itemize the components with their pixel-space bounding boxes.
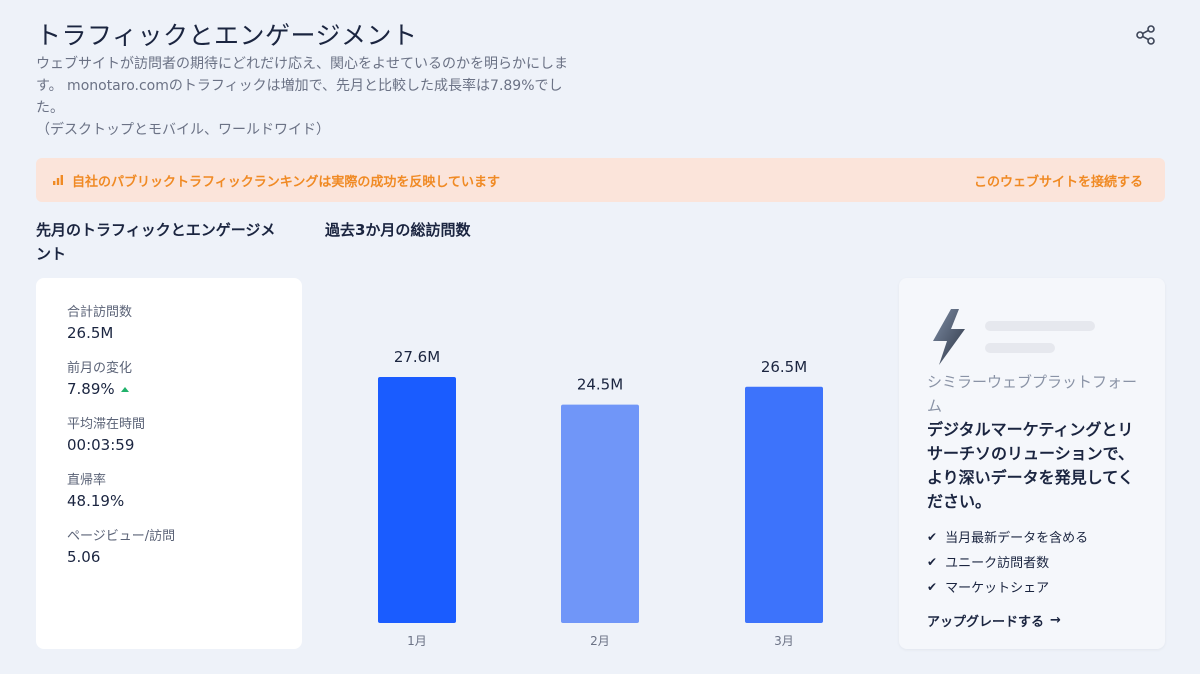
bar-1[interactable] bbox=[378, 377, 456, 623]
stat-value-text: 48.19% bbox=[67, 492, 125, 510]
stat-total-visits: 合計訪問数 26.5M bbox=[67, 304, 271, 345]
stat-month-change: 前月の変化 7.89% bbox=[67, 360, 271, 401]
stat-value: 48.19% bbox=[67, 489, 271, 513]
description-line: ウェブサイトが訪問者の期待にどれだけ応え、関心をよせているのかを明らかにしま bbox=[36, 56, 568, 72]
bar-3[interactable] bbox=[745, 386, 823, 623]
ranking-banner: 自社のパブリックトラフィックランキングは実際の成功を反映しています このウェブサ… bbox=[36, 158, 1165, 202]
description-line: （デスクトップとモバイル、ワールドワイド） bbox=[36, 122, 330, 138]
last-month-section-title: 先月のトラフィックとエンゲージメ ント bbox=[36, 221, 276, 263]
stat-value-text: 00:03:59 bbox=[67, 436, 135, 454]
bar-chart-icon bbox=[53, 175, 63, 185]
stat-value: 26.5M bbox=[67, 321, 271, 345]
feature-item: ✔ 当月最新データを含める bbox=[927, 524, 1137, 549]
page-description: ウェブサイトが訪問者の期待にどれだけ応え、関心をよせているのかを明らかにしま す… bbox=[36, 53, 646, 141]
stat-value-text: 26.5M bbox=[67, 324, 114, 342]
share-icon bbox=[1136, 25, 1155, 45]
share-button[interactable] bbox=[1133, 22, 1159, 48]
x-axis-tick-label: 1月 bbox=[407, 634, 427, 648]
page-title: トラフィックとエンゲージメント bbox=[36, 21, 418, 50]
feature-list: ✔ 当月最新データを含める ✔ ユニーク訪問者数 ✔ マーケットシェア bbox=[927, 524, 1137, 599]
stat-pages-per-visit: ページビュー/訪問 5.06 bbox=[67, 528, 271, 569]
stat-label: 平均滞在時間 bbox=[67, 417, 146, 432]
total-visits-section-title: 過去3か月の総訪問数 bbox=[325, 221, 471, 239]
feature-label: ユニーク訪問者数 bbox=[945, 556, 1050, 571]
promo-headline: デジタルマーケティングとリサーチソのリューションで、より深いデータを発見してくだ… bbox=[927, 420, 1135, 511]
banner-text: 自社のパブリックトラフィックランキングは実際の成功を反映しています bbox=[72, 174, 500, 190]
stats-card: 合計訪問数 26.5M 前月の変化 7.89% 平均滞在時間 00:03:59 … bbox=[36, 278, 302, 649]
stat-bounce-rate: 直帰率 48.19% bbox=[67, 472, 271, 513]
stat-value: 00:03:59 bbox=[67, 433, 271, 457]
feature-item: ✔ ユニーク訪問者数 bbox=[927, 549, 1137, 574]
description-line: た。 bbox=[36, 100, 64, 116]
stat-label: ページビュー/訪問 bbox=[67, 529, 176, 544]
description-line: す。 monotaro.comのトラフィックは増加で、先月と比較した成長率は7.… bbox=[36, 78, 563, 94]
upgrade-promo-card: シミラーウェブプラットフォーム デジタルマーケティングとリサーチソのリューション… bbox=[899, 278, 1165, 649]
stat-label: 直帰率 bbox=[67, 473, 107, 488]
check-icon: ✔ bbox=[927, 554, 938, 569]
visits-bar-chart: 27.6M 1月 24.5M 2月 26.5M 3月 bbox=[378, 348, 823, 648]
bar-value-label: 26.5M bbox=[761, 358, 807, 376]
stat-value-text: 5.06 bbox=[67, 548, 101, 566]
feature-label: マーケットシェア bbox=[945, 581, 1050, 596]
bar-2[interactable] bbox=[561, 404, 639, 623]
check-icon: ✔ bbox=[927, 529, 938, 544]
x-axis-tick-label: 2月 bbox=[590, 634, 610, 648]
promo-brand: シミラーウェブプラットフォーム bbox=[927, 373, 1138, 415]
arrow-right-icon: → bbox=[1050, 613, 1061, 628]
stat-value: 7.89% bbox=[67, 377, 271, 401]
stat-label: 合計訪問数 bbox=[67, 305, 133, 320]
stat-label: 前月の変化 bbox=[67, 361, 133, 376]
x-axis-tick-label: 3月 bbox=[774, 634, 794, 648]
upgrade-label: アップグレードする bbox=[927, 615, 1045, 630]
up-arrow-icon bbox=[120, 386, 129, 392]
connect-website-link[interactable]: このウェブサイトを接続する bbox=[973, 174, 1143, 190]
lightning-logo-icon bbox=[933, 309, 965, 365]
upgrade-link[interactable]: アップグレードする → bbox=[927, 611, 1137, 630]
stat-avg-duration: 平均滞在時間 00:03:59 bbox=[67, 416, 271, 457]
stat-value: 5.06 bbox=[67, 545, 271, 569]
blurred-placeholder bbox=[985, 321, 1095, 353]
stat-value-text: 7.89% bbox=[67, 380, 115, 398]
check-icon: ✔ bbox=[927, 579, 938, 594]
feature-item: ✔ マーケットシェア bbox=[927, 574, 1137, 599]
feature-label: 当月最新データを含める bbox=[945, 531, 1089, 546]
bar-value-label: 24.5M bbox=[577, 376, 623, 394]
bar-value-label: 27.6M bbox=[394, 348, 440, 366]
